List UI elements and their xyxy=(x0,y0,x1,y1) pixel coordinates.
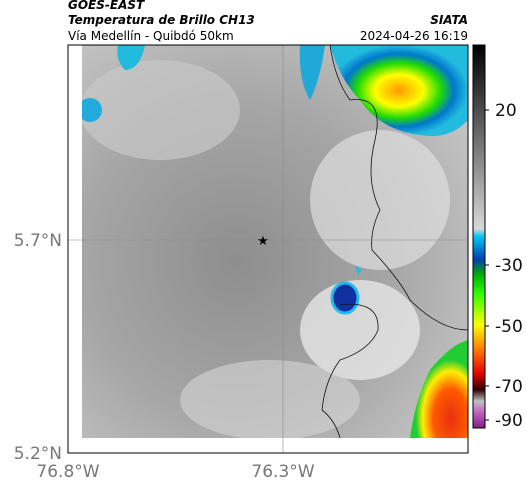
datetime-label: 2024-04-26 16:19 xyxy=(360,29,468,43)
lat-label: 5.2°N xyxy=(14,444,62,464)
cold-cloud xyxy=(117,45,145,70)
colorbar-ticks xyxy=(485,109,489,421)
lon-label: 76.8°W xyxy=(36,462,99,482)
colorbar xyxy=(472,44,486,429)
satellite-image xyxy=(82,45,468,438)
cold-cloud xyxy=(330,45,468,136)
cold-cloud xyxy=(355,265,362,275)
lat-label: 5.7°N xyxy=(14,231,62,251)
colorbar-label: 20 xyxy=(495,101,517,121)
cloud xyxy=(180,360,360,438)
city-marker: ★ xyxy=(257,234,269,249)
colorbar-label: -70 xyxy=(495,377,523,397)
cloud xyxy=(300,280,420,380)
cold-cloud xyxy=(410,340,468,438)
source-title: GOES-EAST xyxy=(68,0,145,12)
border-line xyxy=(321,303,379,438)
cold-cloud xyxy=(299,45,325,100)
agency-label: SIATA xyxy=(430,13,468,27)
colorbar-label: -30 xyxy=(495,256,523,276)
colorbar-label: -90 xyxy=(495,411,523,431)
cloud xyxy=(310,130,450,270)
route-subtitle: Vía Medellín - Quibdó 50km xyxy=(68,29,234,43)
product-title: Temperatura de Brillo CH13 xyxy=(68,13,255,27)
lon-label: 76.3°W xyxy=(251,462,314,482)
cloud xyxy=(82,60,240,160)
map-frame xyxy=(67,44,469,454)
colorbar-label: -50 xyxy=(495,317,523,337)
cold-cloud xyxy=(82,98,102,122)
border-line xyxy=(329,45,468,331)
cold-cloud xyxy=(330,281,360,315)
